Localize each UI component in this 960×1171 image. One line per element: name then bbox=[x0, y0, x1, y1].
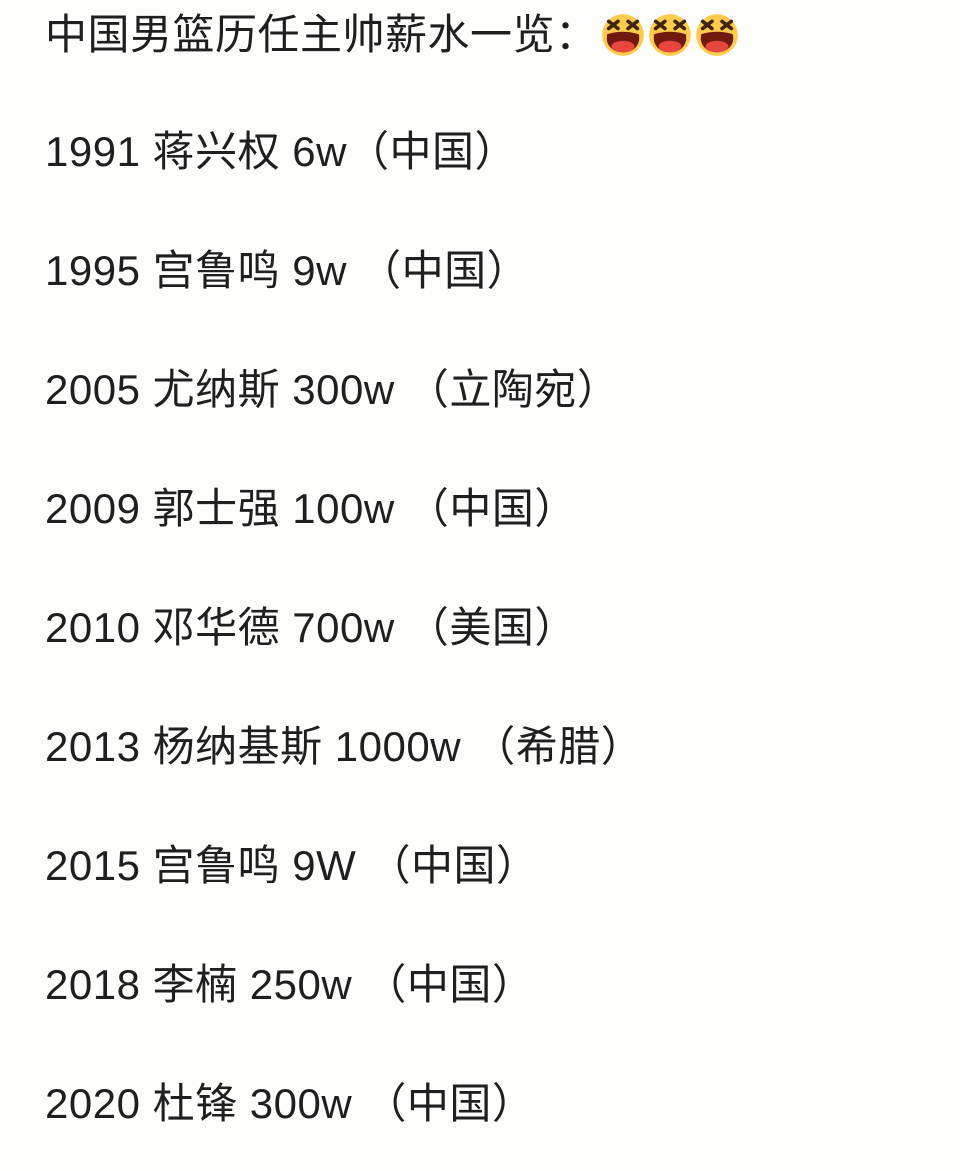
coach-row-1995: 1995 宫鲁鸣 9w （中国） bbox=[45, 247, 530, 294]
post-title: 中国男篮历任主帅薪水一览： bbox=[45, 11, 598, 58]
title-emoji-group bbox=[600, 12, 740, 58]
coach-row-2005: 2005 尤纳斯 300w （立陶宛） bbox=[45, 366, 620, 413]
laughing-emoji-icon bbox=[600, 12, 646, 58]
laughing-emoji-icon bbox=[694, 12, 740, 58]
coach-row-2018: 2018 李楠 250w （中国） bbox=[45, 961, 535, 1008]
coach-row-2009: 2009 郭士强 100w （中国） bbox=[45, 485, 577, 532]
coach-row-2013: 2013 杨纳基斯 1000w （希腊） bbox=[45, 723, 644, 770]
coach-row-2015: 2015 宫鲁鸣 9W （中国） bbox=[45, 842, 539, 889]
coach-row-2010: 2010 邓华德 700w （美国） bbox=[45, 604, 577, 651]
post-title-row: 中国男篮历任主帅薪水一览： bbox=[45, 10, 940, 60]
coach-row-2020: 2020 杜锋 300w （中国） bbox=[45, 1080, 535, 1127]
laughing-emoji-icon bbox=[647, 12, 693, 58]
coach-row-1991: 1991 蒋兴权 6w（中国） bbox=[45, 128, 517, 175]
coach-salary-list: 1991 蒋兴权 6w（中国） 1995 宫鲁鸣 9w （中国） 2005 尤纳… bbox=[45, 130, 940, 1125]
